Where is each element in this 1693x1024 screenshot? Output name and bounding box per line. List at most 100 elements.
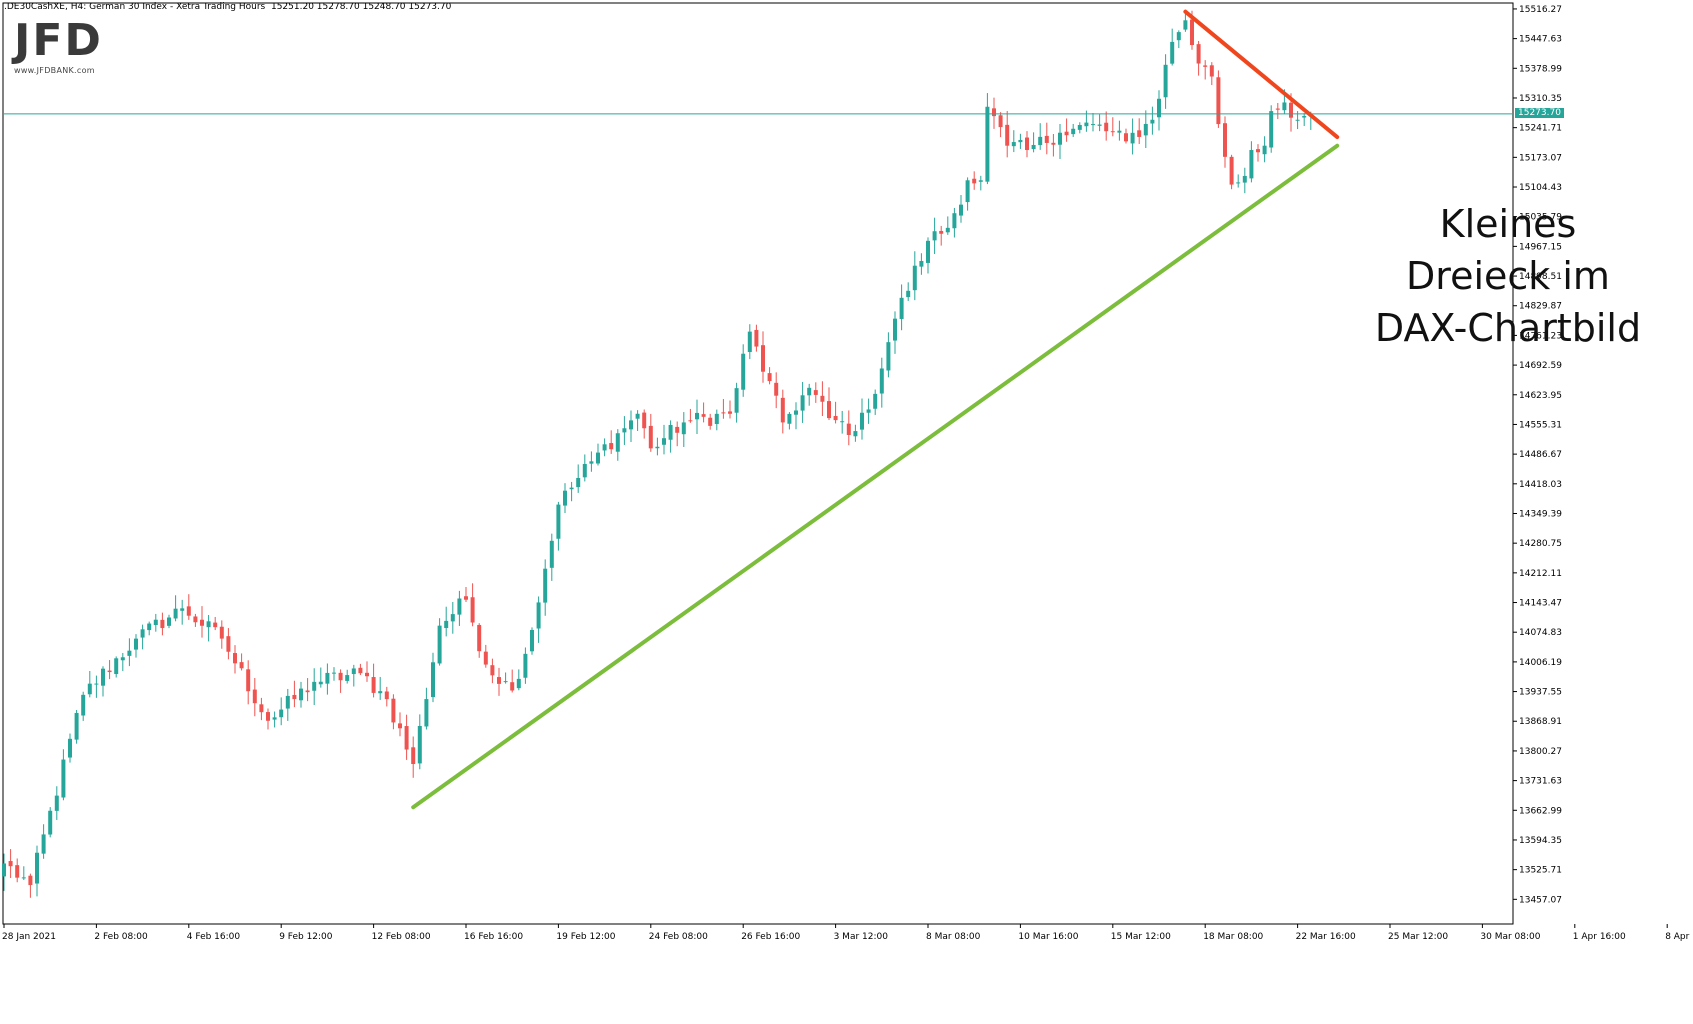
- candle-body: [140, 629, 145, 638]
- candle-body: [1143, 123, 1148, 136]
- candle-body: [622, 428, 627, 433]
- y-tick-label: 14555.31: [1519, 420, 1562, 430]
- candle-body: [675, 426, 680, 433]
- candle-body: [503, 681, 508, 683]
- y-tick-label: 14761.23: [1519, 331, 1562, 341]
- annotation-line-1: Kleines: [1439, 202, 1577, 246]
- candle-body: [1242, 175, 1247, 183]
- candle-body: [1091, 124, 1095, 126]
- candle-body: [180, 608, 185, 611]
- y-tick-label: 15447.63: [1519, 35, 1562, 45]
- candle-body: [483, 651, 488, 665]
- candle-body: [246, 669, 251, 692]
- y-tick-label: 14143.47: [1519, 599, 1562, 609]
- candle-body: [497, 677, 501, 684]
- candle-body: [510, 682, 515, 691]
- candle-body: [1183, 20, 1188, 30]
- candle-body: [193, 616, 198, 623]
- x-tick-label: 8 Mar 08:00: [926, 932, 981, 942]
- candle-body: [767, 373, 772, 382]
- resistance-trendline: [1183, 9, 1340, 140]
- candle-body: [21, 877, 26, 879]
- x-tick-label: 18 Mar 08:00: [1203, 932, 1263, 942]
- candle-body: [582, 463, 587, 478]
- candle-body: [516, 678, 521, 689]
- candle-body: [81, 694, 86, 716]
- candle-body: [728, 411, 732, 414]
- x-tick-label: 24 Feb 08:00: [649, 932, 708, 942]
- candle-body: [2, 863, 6, 877]
- candle-body: [120, 657, 125, 661]
- y-tick-label: 13937.55: [1519, 688, 1562, 698]
- candle-body: [648, 425, 653, 449]
- candle-body: [695, 412, 699, 420]
- candle-body: [629, 420, 633, 430]
- candle-body: [556, 504, 561, 539]
- candle-body: [259, 704, 264, 713]
- candle-body: [305, 690, 310, 693]
- candle-body: [734, 388, 739, 413]
- y-tick-label: 15173.07: [1519, 153, 1562, 163]
- candle-body: [1150, 119, 1155, 124]
- candle-body: [200, 619, 204, 626]
- candle-body: [635, 413, 640, 419]
- annotation-line-2: Dreieck im: [1406, 254, 1610, 298]
- candle-body: [965, 180, 970, 203]
- candle-body: [1064, 131, 1069, 136]
- candle-body: [292, 694, 297, 700]
- candle-body: [134, 638, 138, 650]
- candle-body: [589, 461, 594, 464]
- candle-body: [754, 329, 759, 347]
- candle-body: [1203, 65, 1208, 67]
- candle-body: [1077, 124, 1082, 130]
- candle-body: [926, 240, 930, 263]
- candle-body: [54, 795, 59, 811]
- candle-body: [1262, 145, 1267, 155]
- candle-body: [919, 260, 924, 267]
- candle-body: [543, 568, 548, 603]
- candle-body: [424, 699, 429, 727]
- x-tick-label: 28 Jan 2021: [2, 932, 56, 942]
- candle-body: [978, 180, 983, 182]
- candle-body: [879, 368, 884, 394]
- y-tick-label: 14967.15: [1519, 242, 1562, 252]
- candle-body: [391, 698, 396, 723]
- candle-body: [338, 672, 343, 681]
- candle-body: [450, 614, 455, 622]
- y-tick-label: 14829.87: [1519, 302, 1562, 312]
- candle-body: [1170, 41, 1175, 64]
- candle-body: [609, 443, 614, 450]
- candle-body: [371, 677, 376, 693]
- candle-body: [846, 423, 851, 435]
- candle-body: [998, 115, 1003, 128]
- candle-body: [325, 672, 330, 684]
- candle-body: [780, 397, 785, 423]
- candle-body: [1097, 124, 1102, 126]
- candle-body: [457, 598, 462, 615]
- y-tick-label: 14418.03: [1519, 480, 1562, 490]
- candle-body: [437, 625, 442, 664]
- candle-body: [1196, 44, 1201, 64]
- candle-body: [1031, 144, 1036, 150]
- candle-body: [1044, 135, 1049, 143]
- candle-body: [358, 667, 363, 674]
- y-tick-label: 14623.95: [1519, 391, 1562, 401]
- y-tick-label: 15035.79: [1519, 213, 1562, 223]
- candle-body: [252, 689, 257, 704]
- candle-body: [1209, 65, 1214, 77]
- candle-body: [378, 691, 383, 694]
- candle-body: [985, 106, 990, 182]
- y-tick-label: 15516.27: [1519, 5, 1562, 15]
- candle-body: [206, 621, 211, 628]
- header-session: - Xetra Trading Hours: [169, 2, 266, 12]
- candle-body: [365, 672, 369, 677]
- candle-body: [167, 617, 171, 626]
- candle-body: [714, 413, 719, 425]
- candle-body: [1051, 142, 1056, 145]
- candle-body: [233, 653, 237, 664]
- candle-body: [1163, 64, 1168, 98]
- candle-body: [906, 290, 911, 298]
- candle-body: [318, 681, 323, 685]
- candle-body: [332, 672, 336, 674]
